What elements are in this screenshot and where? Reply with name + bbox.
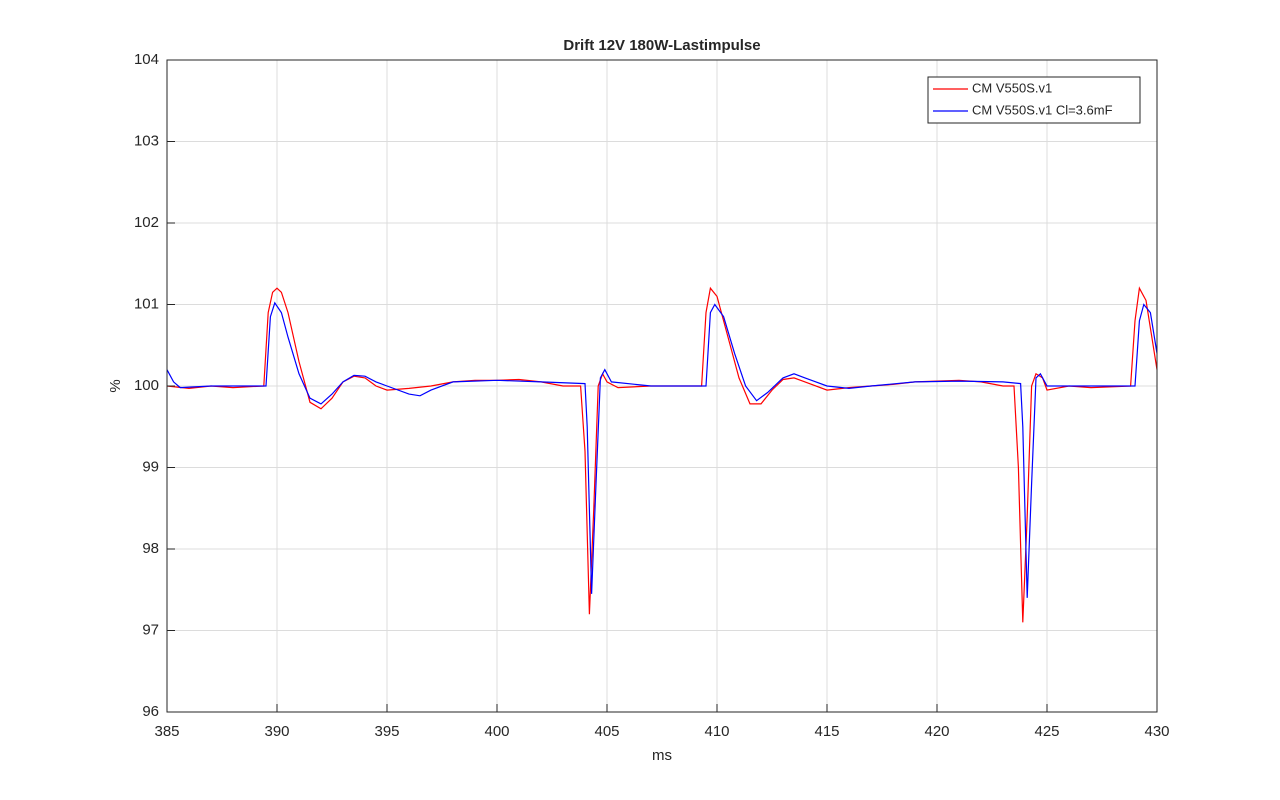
series-line — [166, 301, 1158, 598]
y-tick-label: 104 — [134, 51, 159, 68]
plot-lines — [166, 286, 1158, 623]
y-tick-label: 98 — [142, 540, 159, 557]
x-tick-label: 410 — [704, 723, 729, 740]
x-tick-label: 425 — [1034, 723, 1059, 740]
x-tick-label: 400 — [484, 723, 509, 740]
y-tick-label: 102 — [134, 214, 159, 231]
chart-title: Drift 12V 180W-Lastimpulse — [563, 37, 760, 54]
x-tick-label: 430 — [1144, 723, 1169, 740]
x-tick-label: 420 — [924, 723, 949, 740]
y-tick-label: 99 — [142, 458, 159, 475]
x-tick-label: 390 — [264, 723, 289, 740]
legend: CM V550S.v1 CM V550S.v1 Cl=3.6mF — [927, 76, 1141, 124]
x-axis-label: ms — [652, 747, 672, 764]
legend-label: CM V550S.v1 — [972, 80, 1052, 95]
y-tick-label: 103 — [134, 132, 159, 149]
y-tick-label: 100 — [134, 377, 159, 394]
y-tick-label: 101 — [134, 295, 159, 312]
y-tick-label: 96 — [142, 703, 159, 720]
ticks: 385 390 395 400 405 410 415 420 425 430 96 97 98 99 10… — [134, 51, 1170, 740]
x-tick-label: 415 — [814, 723, 839, 740]
y-axis-label: % — [107, 379, 124, 392]
x-tick-label: 385 — [154, 723, 179, 740]
legend-label: CM V550S.v1 Cl=3.6mF — [972, 102, 1113, 117]
x-tick-label: 405 — [594, 723, 619, 740]
y-tick-label: 97 — [142, 621, 159, 638]
x-tick-label: 395 — [374, 723, 399, 740]
legend-box — [927, 76, 1141, 124]
